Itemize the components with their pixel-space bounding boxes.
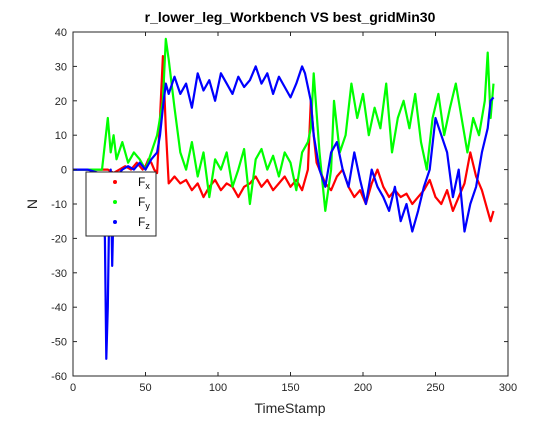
y-tick-label: 0 — [61, 165, 67, 177]
ticks-layer: 0 50 100 150 200 250 300 -60 -50 -40 -30 -20 -10 0 10 2… — [51, 27, 517, 394]
legend-box — [85, 171, 157, 237]
x-tick-label: 200 — [354, 382, 372, 394]
x-tick-label: 100 — [209, 382, 227, 394]
x-tick-label: 250 — [426, 382, 444, 394]
y-tick-label: 30 — [55, 61, 67, 73]
y-tick-label: -40 — [51, 302, 67, 314]
series-layer — [73, 37, 495, 360]
y-tick-label: -10 — [51, 199, 67, 211]
x-tick-label: 0 — [70, 382, 76, 394]
y-tick-label: 10 — [55, 130, 67, 142]
y-tick-label: 20 — [55, 96, 67, 108]
y-tick-label: 40 — [55, 27, 67, 39]
legend-marker-fx — [113, 180, 117, 184]
legend-marker-fz — [113, 220, 117, 224]
series-line-fy — [73, 37, 495, 212]
y-tick-label: -30 — [51, 268, 67, 280]
y-tick-label: -20 — [51, 233, 67, 245]
chart-title: r_lower_leg_Workbench VS best_gridMin30 — [145, 9, 436, 25]
x-tick-label: 150 — [281, 382, 299, 394]
legend-marker-fy — [113, 200, 117, 204]
y-tick-label: -60 — [51, 371, 67, 383]
x-tick-label: 50 — [139, 382, 151, 394]
x-tick-label: 300 — [499, 382, 517, 394]
y-tick-label: -50 — [51, 337, 67, 349]
y-axis-label: N — [24, 199, 40, 209]
x-axis-label: TimeStamp — [254, 400, 325, 416]
series-line-fz — [73, 65, 495, 360]
